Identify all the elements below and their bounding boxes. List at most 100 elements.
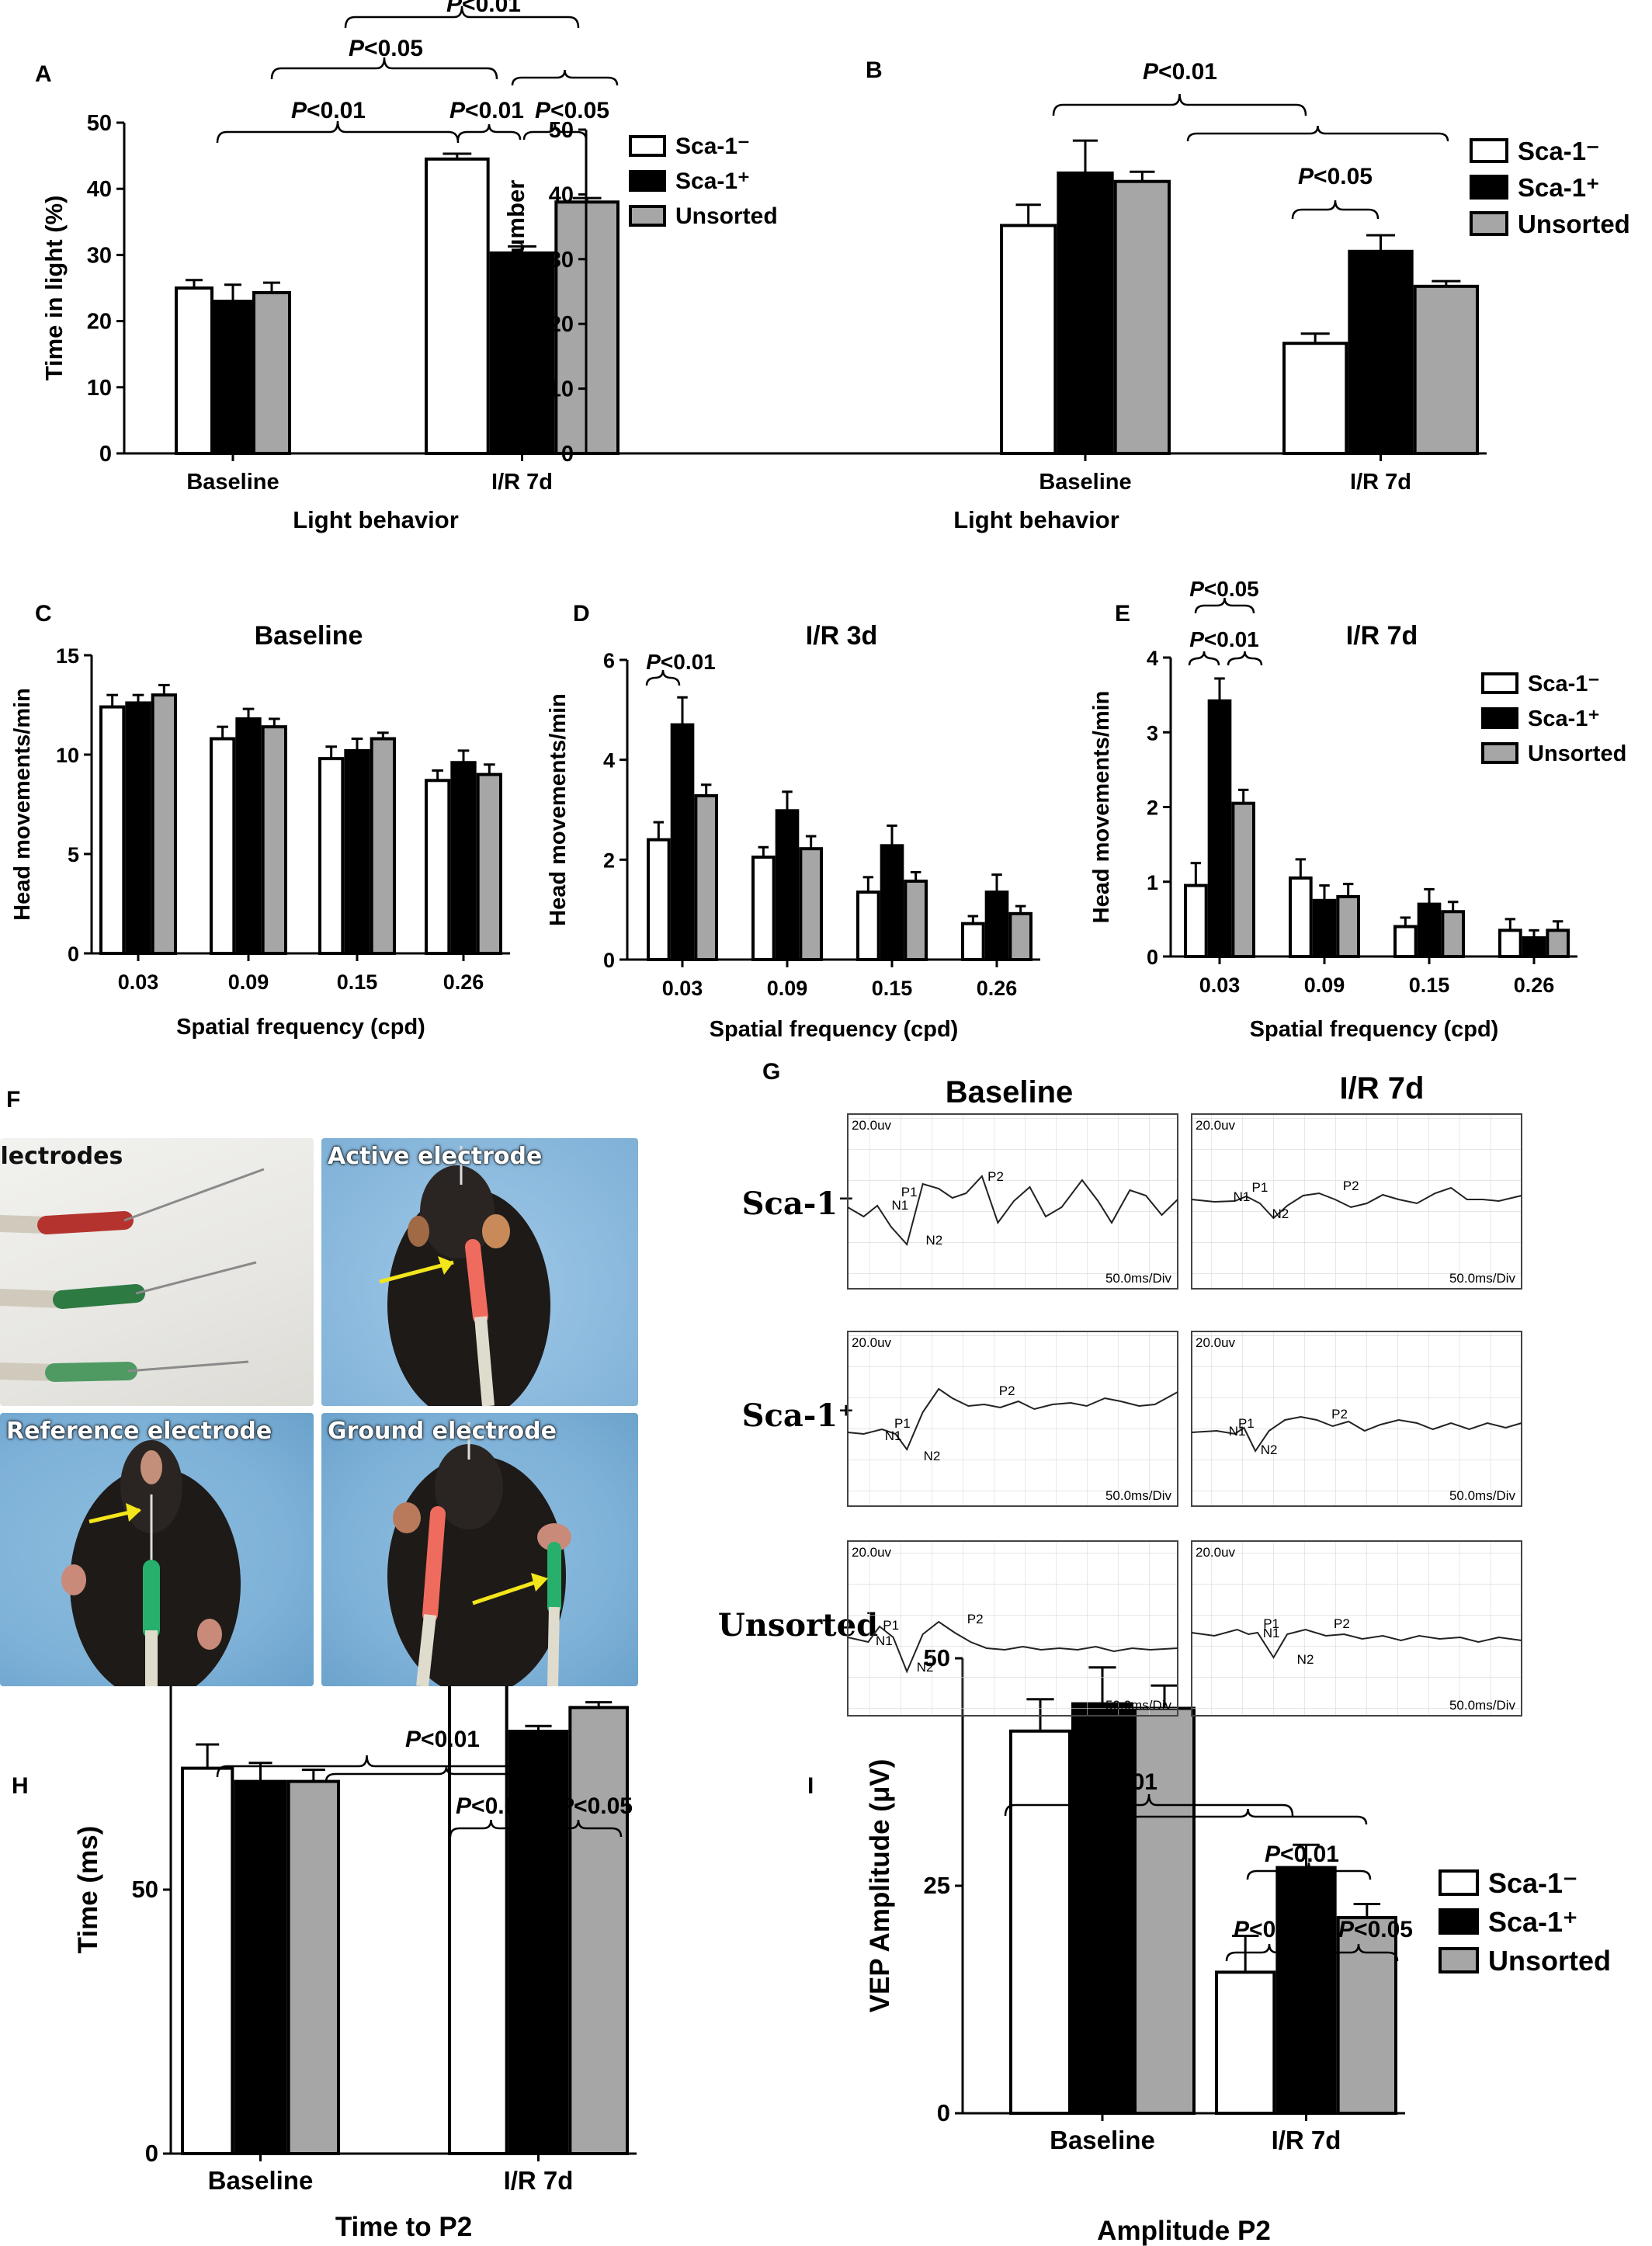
bar-E xyxy=(1184,883,1208,958)
x-axis-label: Time to P2 xyxy=(335,2212,472,2242)
p-value-label: P<0.01 xyxy=(1143,59,1217,85)
legend-E: Sca-1⁻ Sca-1⁺ Unsorted xyxy=(1481,672,1626,766)
y-axis-label: Head movements/min xyxy=(546,693,571,926)
bar-E xyxy=(1289,876,1313,958)
vep-peak-label: N2 xyxy=(917,1660,934,1675)
bar-B xyxy=(1057,171,1114,456)
p-value-label: P<0.01 xyxy=(446,0,521,17)
bar-A xyxy=(425,157,490,456)
x-tick-label: I/R 7d xyxy=(1350,470,1411,495)
vep-peak-label: N2 xyxy=(1261,1442,1278,1457)
y-tick-label: 10 xyxy=(87,376,112,401)
vep-peak-label: P2 xyxy=(999,1383,1015,1398)
x-tick-label: Baseline xyxy=(186,470,279,495)
bar-D xyxy=(670,723,695,962)
chart-title: Baseline xyxy=(255,621,363,651)
y-axis-label: Head movements/min xyxy=(1089,691,1114,924)
bar-D xyxy=(984,890,1009,962)
vep-waveform xyxy=(847,1175,1178,1247)
legend-I: Sca-1⁻ Sca-1⁺ Unsorted xyxy=(1439,1867,1611,1977)
vep-peak-label: P2 xyxy=(1334,1616,1350,1631)
bar-C xyxy=(370,737,396,956)
y-tick-label: 50 xyxy=(87,111,112,136)
y-tick-label: 3 xyxy=(1147,721,1158,745)
photo-active-caption: Active electrode xyxy=(328,1143,543,1170)
vep-waveform xyxy=(847,1387,1178,1452)
significance-bracket xyxy=(1194,597,1255,614)
vep-peak-label: P2 xyxy=(987,1169,1004,1184)
bar-E xyxy=(1441,910,1466,958)
vep-time-scale: 50.0ms/Div xyxy=(1105,1271,1172,1286)
y-tick-label: 30 xyxy=(549,248,574,273)
significance-bracket xyxy=(1052,93,1307,116)
bar-E xyxy=(1336,895,1361,958)
vep-peak-label: N1 xyxy=(1263,1626,1280,1640)
panel-g-letter: G xyxy=(762,1059,780,1085)
y-axis-label: Time (ms) xyxy=(73,1826,103,1954)
bar-I xyxy=(1009,1729,1071,2115)
y-tick-label: 4 xyxy=(1147,647,1158,670)
x-tick-label: Baseline xyxy=(1039,470,1131,495)
bar-I xyxy=(1215,1970,1276,2116)
legend-swatch xyxy=(629,205,666,227)
legend-label: Sca-1⁺ xyxy=(675,168,750,194)
vep-peak-label: P1 xyxy=(1238,1416,1255,1431)
y-tick-label: 25 xyxy=(924,1872,950,1899)
vep-time-scale: 50.0ms/Div xyxy=(1449,1698,1516,1713)
significance-bracket xyxy=(645,669,681,686)
panel-letter: E xyxy=(1115,601,1130,627)
bar-D xyxy=(856,890,880,962)
bar-B xyxy=(1282,342,1348,455)
photo-reference-electrode: Reference electrode xyxy=(0,1413,314,1686)
significance-bracket xyxy=(1225,1943,1314,1962)
x-tick-label: 0.26 xyxy=(443,970,484,994)
p-value-label: P<0.01 xyxy=(1189,627,1259,651)
x-tick-label: I/R 7d xyxy=(491,470,553,495)
y-tick-label: 20 xyxy=(87,310,112,335)
vep-peak-label: N2 xyxy=(1272,1206,1289,1221)
x-tick-label: 0.15 xyxy=(337,970,378,994)
bar-C xyxy=(151,693,178,955)
vep-peak-label: P1 xyxy=(883,1618,899,1633)
legend-label: Sca-1⁻ xyxy=(675,134,750,159)
y-tick-label: 50 xyxy=(132,1876,158,1903)
bar-A xyxy=(252,290,291,455)
vep-grid xyxy=(1191,1113,1522,1290)
chart-B: B 0 10 20 30 40 50 Baseline I/R 7d Light behavior… xyxy=(502,57,1487,533)
panel-letter: C xyxy=(35,601,52,627)
y-tick-label: 2 xyxy=(1147,797,1158,820)
p-value-label: P<0.05 xyxy=(349,36,423,61)
legend-swatch xyxy=(1470,175,1508,200)
bar-C xyxy=(261,725,287,955)
x-axis-label: Spatial frequency (cpd) xyxy=(1250,1017,1499,1042)
y-tick-label: 6 xyxy=(603,649,615,672)
significance-bracket xyxy=(324,1765,568,1783)
p-value-label: P<0.05 xyxy=(1189,577,1259,601)
photo-electrodes-caption: Electrodes xyxy=(0,1143,123,1170)
bar-H xyxy=(568,1706,629,2155)
significance-bracket xyxy=(456,123,522,141)
photo-active-electrode: Active electrode xyxy=(321,1138,638,1406)
significance-bracket xyxy=(522,123,588,141)
bar-D xyxy=(694,793,718,962)
y-axis-label: Time in light (%) xyxy=(40,196,68,381)
bar-I xyxy=(1275,1866,1337,2116)
vep-grid xyxy=(847,1331,1178,1507)
significance-bracket xyxy=(1186,125,1449,142)
y-tick-label: 20 xyxy=(549,312,574,337)
significance-bracket xyxy=(1246,1862,1372,1880)
chart-C: C 0 5 10 15 0.03 0.09 0.15 0.26 Spatial frequency… xyxy=(10,601,510,1040)
panel-f-letter: F xyxy=(6,1087,21,1113)
legend-swatch xyxy=(1439,1869,1479,1896)
x-axis-label: Amplitude P2 xyxy=(1097,2216,1271,2246)
panel-letter: A xyxy=(35,61,52,87)
vep-amplitude-scale: 20.0uv xyxy=(852,1545,892,1560)
vep-peak-label: P2 xyxy=(1343,1179,1359,1193)
chart-E: E 0 1 2 3 4 0.03 0.09 0.15 0.26 Spatial frequency … xyxy=(1089,577,1577,1042)
legend-label: Sca-1⁺ xyxy=(1488,1906,1577,1938)
